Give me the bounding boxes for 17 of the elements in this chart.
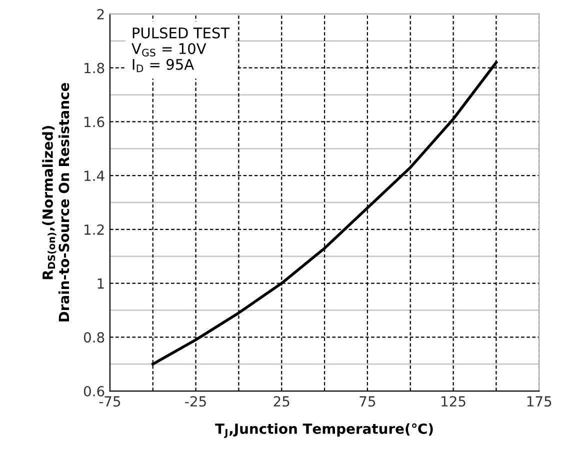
y-tick-label: 0.8 [84,332,104,343]
x-tick-label: 75 [360,396,376,407]
x-axis-title: T$_{J}$,Junction Temperature(℃) [215,423,433,438]
y-tick-label: 2 [97,8,104,20]
text: PULSED TEST V$_{GS}$ = 10V I$_{D}$ = 95A [132,27,230,72]
y-tick-label: 0.6 [84,386,104,396]
x-tick-label: 25 [274,396,290,407]
y-tick-label: 1.8 [84,62,104,74]
x-tick-label: 175 [527,396,552,407]
x-tick-label: -75 [99,396,120,407]
y-tick-label: 1.6 [84,116,104,128]
y-axis-title: R$_{DS(on)}$,(Normalized) Drain-to-Source On Resistance [42,82,70,322]
x-tick-label: -25 [185,396,206,407]
y-tick-label: 1.2 [84,224,104,235]
y-tick-label: 1.4 [84,170,104,181]
x-tick-label: 125 [442,396,466,407]
y-tick-label: 1 [98,278,104,289]
